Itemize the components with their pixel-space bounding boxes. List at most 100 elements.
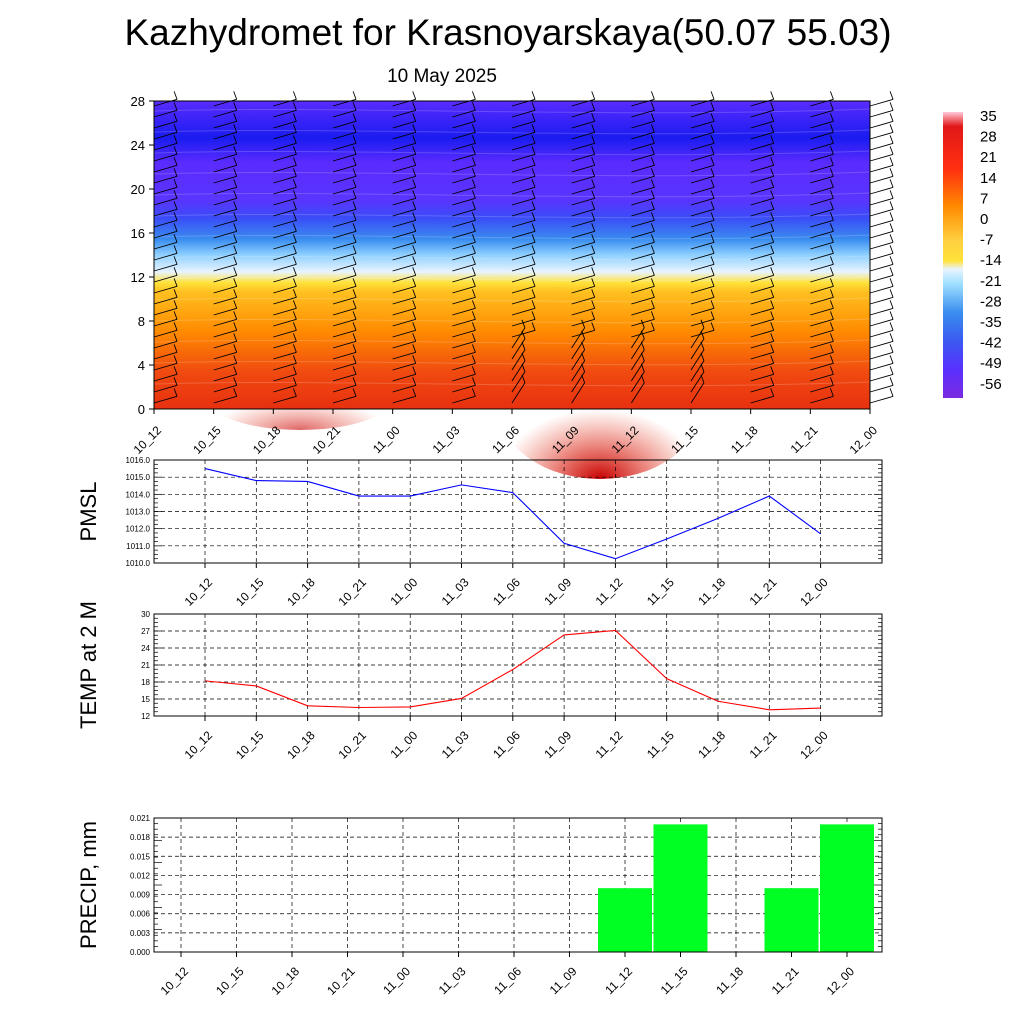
- wind-barb: [869, 102, 894, 118]
- x-tick-label: 11_00: [387, 728, 420, 761]
- wind-barb: [213, 289, 238, 305]
- wind-barb: [213, 322, 238, 338]
- wind-barb: [153, 113, 178, 129]
- heatmap-contour: [153, 150, 871, 156]
- wind-barb: [213, 300, 238, 316]
- wind-barb: [810, 91, 834, 107]
- x-tick-label: 11_18: [728, 423, 761, 456]
- y-tick-label: 1016.0: [126, 456, 151, 465]
- heatmap-contour: [153, 318, 871, 324]
- wind-barb: [153, 333, 178, 349]
- wind-barb: [869, 234, 894, 250]
- wind-barb: [332, 300, 357, 316]
- heatmap-contour: [153, 381, 871, 387]
- wind-barb: [392, 322, 417, 338]
- wind-barb: [869, 355, 894, 371]
- wind-barb: [452, 289, 476, 305]
- wind-barb: [810, 377, 834, 393]
- wind-barb: [153, 201, 178, 217]
- wind-barb: [810, 124, 834, 140]
- wind-barb: [869, 179, 894, 195]
- x-tick-label: 10_12: [131, 423, 165, 457]
- wind-barb: [869, 245, 894, 261]
- wind-barb: [750, 124, 775, 140]
- wind-barb: [452, 146, 476, 162]
- wind-barb: [810, 289, 834, 305]
- wind-barb: [332, 333, 357, 349]
- wind-barb: [810, 344, 834, 360]
- wind-barb: [690, 190, 715, 206]
- wind-barb: [631, 157, 655, 173]
- heatmap-contour: [153, 171, 871, 177]
- wind-barb: [511, 245, 536, 261]
- wind-barb: [452, 179, 476, 195]
- wind-barb: [392, 168, 417, 184]
- wind-barb: [511, 146, 536, 162]
- wind-barb: [452, 322, 476, 338]
- wind-barb: [690, 245, 715, 261]
- wind-barb: [750, 190, 775, 206]
- wind-barb: [869, 278, 894, 294]
- x-tick-label: 11_18: [713, 964, 746, 997]
- x-tick-label: 10_18: [284, 728, 318, 762]
- wind-barb: [213, 355, 238, 371]
- wind-barb: [869, 322, 894, 338]
- wind-barb: [631, 245, 655, 261]
- wind-barb: [571, 190, 596, 206]
- wind-barb: [750, 135, 775, 151]
- x-tick-label: 11_03: [439, 575, 472, 608]
- wind-barb: [452, 201, 476, 217]
- wind-barb: [511, 102, 536, 118]
- wind-barb: [571, 146, 596, 162]
- wind-barb: [153, 377, 178, 393]
- wind-barb: [332, 113, 357, 129]
- wind-barb: [452, 234, 476, 250]
- wind-barb: [810, 234, 834, 250]
- wind-barb: [571, 91, 596, 107]
- wind-barb: [213, 168, 238, 184]
- wind-barb: [332, 289, 357, 305]
- wind-barb: [690, 146, 715, 162]
- heatmap-contour: [153, 192, 871, 198]
- wind-barb: [332, 377, 357, 393]
- wind-barb: [273, 355, 297, 371]
- wind-barb: [571, 278, 596, 294]
- wind-barb: [332, 179, 357, 195]
- wind-barb: [332, 234, 357, 250]
- wind-barb: [869, 113, 894, 129]
- wind-barb: [690, 135, 715, 151]
- precip-bar: [764, 888, 819, 952]
- wind-barb: [452, 333, 476, 349]
- wind-barb: [392, 300, 417, 316]
- wind-barb: [213, 179, 238, 195]
- wind-barb: [153, 388, 178, 404]
- wind-barb: [631, 201, 655, 217]
- wind-barb: [750, 223, 775, 239]
- heatmap-contour: [153, 234, 871, 240]
- wind-barb: [392, 113, 417, 129]
- y-tick-label: 1015.0: [126, 473, 151, 482]
- wind-barb: [631, 234, 655, 250]
- wind-barb: [869, 212, 894, 228]
- wind-barb: [153, 102, 178, 118]
- wind-barb: [631, 124, 655, 140]
- x-tick-label: 10_12: [182, 728, 216, 762]
- x-tick-label: 10_12: [158, 964, 192, 998]
- wind-barb: [392, 344, 417, 360]
- x-tick-label: 11_12: [593, 728, 626, 761]
- y-tick-label: 0.006: [130, 910, 151, 919]
- colorbar-label: -28: [980, 293, 1002, 310]
- wind-barb: [511, 91, 536, 107]
- wind-barb: [571, 319, 586, 349]
- wind-barb: [810, 245, 834, 261]
- wind-barb: [869, 146, 894, 162]
- wind-barb: [810, 212, 834, 228]
- temp-ylabel: TEMP at 2 M: [76, 601, 101, 729]
- wind-barb: [392, 201, 417, 217]
- wind-barb: [273, 157, 297, 173]
- wind-barb: [511, 256, 536, 272]
- wind-barb: [332, 344, 357, 360]
- wind-barb: [750, 289, 775, 305]
- wind-barb: [332, 102, 357, 118]
- x-tick-label: 11_09: [547, 964, 580, 997]
